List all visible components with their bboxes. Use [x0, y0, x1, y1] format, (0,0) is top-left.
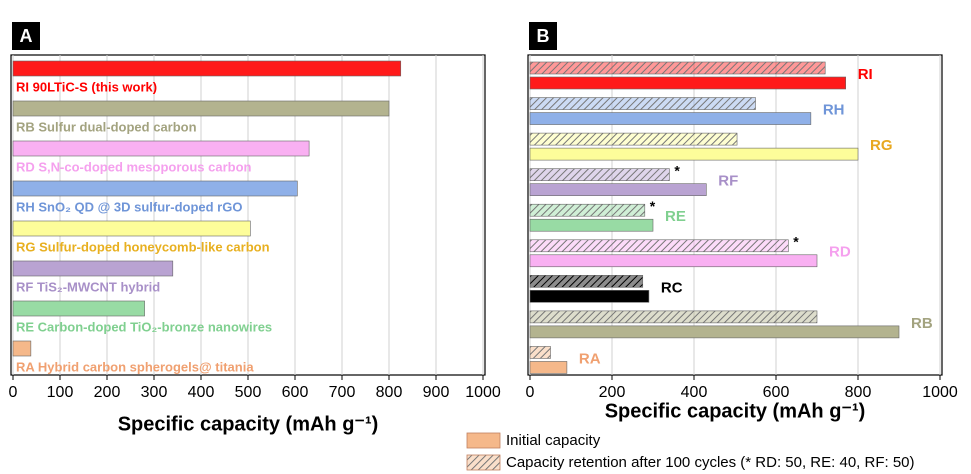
x-tick-label: 700	[329, 384, 356, 401]
category-label: RH SnO₂ QD @ 3D sulfur-doped rGO	[16, 199, 242, 214]
bar	[529, 132, 738, 146]
bar	[529, 203, 646, 217]
category-label: RC	[661, 279, 683, 296]
x-tick-label: 600	[763, 384, 790, 401]
bar	[12, 340, 32, 357]
bar	[529, 168, 670, 181]
category-label: RA Hybrid carbon spherogels@ titania	[16, 359, 254, 374]
bar	[12, 180, 298, 197]
category-label: RE	[665, 208, 686, 225]
category-label: RF TiS₂-MWCNT hybrid	[16, 279, 160, 294]
legend-label: Capacity retention after 100 cycles (* R…	[506, 454, 915, 471]
panel-label-box	[12, 22, 40, 50]
bar	[529, 183, 707, 196]
annotation: *	[674, 162, 680, 178]
bar	[529, 61, 826, 75]
category-label: RI	[858, 66, 873, 83]
bar	[12, 100, 390, 117]
category-label: RD S,N-co-doped mesoporous carbon	[16, 159, 252, 174]
annotation: *	[650, 198, 656, 214]
bar	[12, 300, 145, 317]
x-tick-label: 400	[681, 384, 708, 401]
x-tick-label: 1000	[922, 384, 958, 401]
legend-swatch	[466, 432, 501, 449]
x-tick-label: 600	[282, 384, 309, 401]
category-label: RI 90LTiC-S (this work)	[16, 79, 157, 94]
bar	[529, 239, 789, 253]
bar	[529, 112, 812, 125]
x-tick-label: 100	[47, 384, 74, 401]
panel-label: A	[20, 26, 33, 46]
bar	[529, 147, 859, 161]
bar	[529, 254, 818, 268]
bar	[529, 97, 756, 110]
category-label: RA	[579, 350, 601, 367]
panel-label: B	[537, 26, 550, 46]
bar	[12, 60, 402, 77]
category-label: RE Carbon-doped TiO₂-bronze nanowires	[16, 319, 272, 334]
x-tick-label: 800	[376, 384, 403, 401]
annotation: *	[793, 233, 799, 249]
bar	[529, 275, 644, 288]
x-axis-title: Specific capacity (mAh g⁻¹)	[605, 400, 866, 422]
legend-swatch	[466, 454, 501, 471]
plot-frame	[527, 54, 943, 376]
category-label: RH	[823, 102, 845, 119]
legend-label: Initial capacity	[506, 432, 601, 449]
category-label: RG Sulfur-doped honeycomb-like carbon	[16, 239, 270, 254]
bar	[529, 346, 551, 359]
x-tick-label: 200	[94, 384, 121, 401]
bar	[529, 361, 568, 374]
category-label: RG	[870, 137, 893, 154]
panel-label-box	[529, 22, 557, 50]
x-tick-label: 900	[423, 384, 450, 401]
bar	[529, 76, 847, 90]
bar	[12, 220, 251, 237]
category-label: RB	[911, 315, 933, 332]
category-label: RB Sulfur dual-doped carbon	[16, 119, 197, 134]
bar	[12, 140, 310, 157]
bar	[529, 290, 650, 303]
x-tick-label: 0	[9, 384, 18, 401]
x-tick-label: 1000	[465, 384, 501, 401]
bar	[529, 325, 900, 339]
bar	[12, 260, 174, 277]
category-label: RF	[718, 173, 738, 190]
x-tick-label: 0	[526, 384, 535, 401]
x-axis-title: Specific capacity (mAh g⁻¹)	[118, 413, 379, 435]
x-tick-label: 300	[141, 384, 168, 401]
x-tick-label: 400	[188, 384, 215, 401]
bar	[529, 218, 654, 232]
x-tick-label: 800	[845, 384, 872, 401]
x-tick-label: 200	[599, 384, 626, 401]
bar	[529, 310, 818, 324]
category-label: RD	[829, 244, 851, 261]
x-tick-label: 500	[235, 384, 262, 401]
